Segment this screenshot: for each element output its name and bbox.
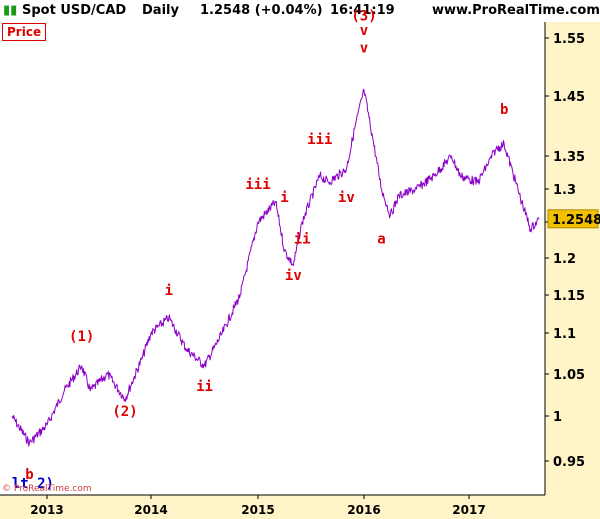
wave-label: iv: [285, 268, 302, 284]
wave-label: iv: [338, 190, 355, 206]
period-label: Daily: [142, 3, 179, 18]
last-price-label: 1.2548: [552, 213, 600, 228]
wave-label: (1): [69, 329, 94, 345]
wave-label: a: [377, 232, 385, 248]
y-tick-label: 1.05: [553, 368, 585, 383]
wave-label: lt 2): [12, 476, 54, 492]
y-tick-label: 1.15: [553, 289, 585, 304]
wave-label: i: [165, 283, 173, 299]
wave-label: v: [360, 23, 368, 39]
x-axis-panel: [0, 495, 600, 519]
y-tick-label: 1.1: [553, 327, 576, 342]
y-tick-label: 0.95: [553, 455, 585, 470]
x-tick-label: 2013: [30, 503, 63, 517]
y-tick-label: 1.2: [553, 252, 576, 267]
x-tick-label: 2015: [241, 503, 274, 517]
wave-label: iii: [307, 132, 332, 148]
wave-label: ii: [196, 379, 213, 395]
wave-label: (2): [112, 404, 137, 420]
x-tick-label: 2016: [347, 503, 380, 517]
copyright-text: © ProRealTime.com: [2, 484, 92, 494]
price-line: [11, 88, 540, 447]
y-tick-label: 1.3: [553, 183, 576, 198]
wave-label: ii: [294, 232, 311, 248]
y-tick-label: 1.35: [553, 150, 585, 165]
y-tick-label: 1.55: [553, 32, 585, 47]
wave-label: b: [500, 102, 508, 118]
x-tick-label: 2014: [134, 503, 167, 517]
y-axis-panel: [545, 22, 600, 519]
price-panel-label[interactable]: Price: [2, 23, 47, 41]
candlestick-icon: ▮▮: [3, 3, 18, 18]
site-label: www.ProRealTime.com: [432, 3, 600, 18]
quote-label: 1.2548 (+0.04%): [200, 3, 323, 18]
chart-header: ▮▮ Spot USD/CAD Daily 1.2548 (+0.04%) 16…: [0, 0, 600, 22]
y-tick-label: 1: [553, 410, 562, 425]
time-label: 16:41:19: [330, 3, 395, 18]
x-tick-label: 2017: [452, 503, 485, 517]
wave-label: b: [25, 467, 33, 483]
wave-label: iii: [245, 177, 270, 193]
y-tick-label: 1.45: [553, 90, 585, 105]
wave-label: (3): [351, 9, 376, 25]
symbol-label: Spot USD/CAD: [22, 3, 127, 18]
wave-label: v: [360, 41, 368, 57]
last-price-box: [547, 209, 599, 229]
wave-label: i: [280, 190, 288, 206]
